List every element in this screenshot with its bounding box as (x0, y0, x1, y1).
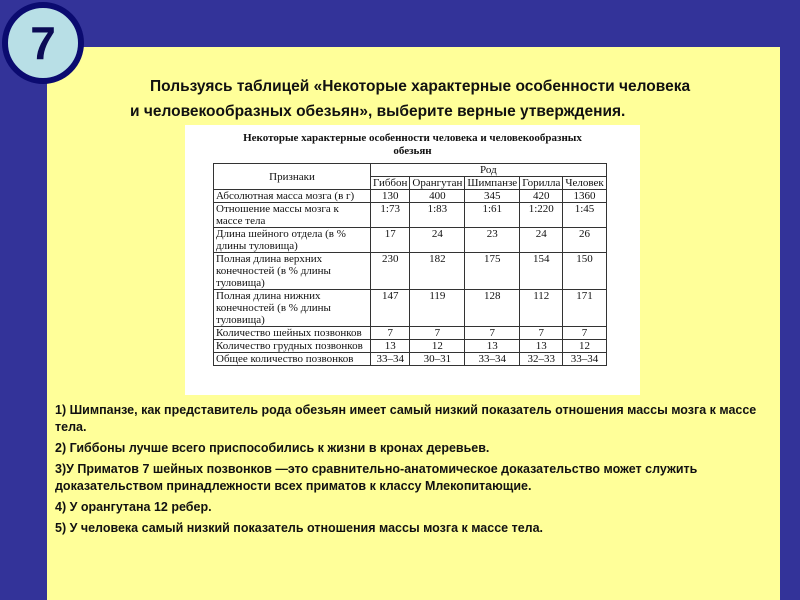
value-cell: 7 (369, 326, 411, 340)
value-cell: 128 (464, 289, 521, 327)
value-cell: 1:45 (562, 202, 607, 228)
slide-number-badge: 7 (2, 2, 84, 84)
table-row: Отношение массы мозга к массе тела 1:73 1:… (213, 202, 607, 228)
table-row: Длина шейного отдела (в % длины туловища… (213, 227, 607, 253)
column-header: Горилла (519, 176, 564, 190)
column-header: Гиббон (369, 176, 411, 190)
value-cell: 171 (562, 289, 607, 327)
value-cell: 23 (464, 227, 521, 253)
features-table: Признаки Род Гиббон Орангутан Шимпанзе Гори… (213, 163, 607, 366)
title-line-2: и человекообразных обезьян», выберите ве… (130, 103, 626, 120)
value-cell: 1:83 (409, 202, 466, 228)
statement: 1) Шимпанзе, как представитель рода обез… (55, 403, 757, 434)
statement: 3)У Приматов 7 шейных позвонков —это сра… (55, 462, 698, 493)
feature-cell: Полная длина нижних конечностей (в % дли… (213, 289, 371, 327)
header-group: Род (370, 163, 607, 177)
table-row: Количество грудных позвонков 13 12 13 13 12 (213, 339, 607, 353)
value-cell: 345 (464, 189, 521, 203)
value-cell: 17 (369, 227, 411, 253)
value-cell: 7 (464, 326, 521, 340)
column-header: Орангутан (409, 176, 466, 190)
table-caption: Некоторые характерные особенности челове… (185, 132, 640, 158)
value-cell: 1:220 (519, 202, 564, 228)
header-feature: Признаки (213, 163, 371, 190)
feature-cell: Количество шейных позвонков (213, 326, 371, 340)
value-cell: 112 (519, 289, 564, 327)
value-cell: 130 (369, 189, 411, 203)
title-line-1: Пользуясь таблицей «Некоторые характерны… (150, 78, 691, 95)
feature-cell: Отношение массы мозга к массе тела (213, 202, 371, 228)
value-cell: 7 (562, 326, 607, 340)
statements-list: 1) Шимпанзе, как представитель рода обез… (55, 402, 775, 541)
value-cell: 400 (409, 189, 466, 203)
value-cell: 154 (519, 252, 564, 290)
table-row: Полная длина нижних конечностей (в % дли… (213, 289, 607, 327)
task-title: Пользуясь таблицей «Некоторые характерны… (60, 74, 775, 124)
statement: 4) У орангутана 12 ребер. (55, 500, 212, 514)
value-cell: 119 (409, 289, 466, 327)
value-cell: 1:61 (464, 202, 521, 228)
statement: 2) Гиббоны лучше всего приспособились к … (55, 441, 490, 455)
value-cell: 175 (464, 252, 521, 290)
caption-line-2: обезьян (393, 145, 432, 157)
value-cell: 7 (519, 326, 564, 340)
value-cell: 7 (409, 326, 466, 340)
feature-cell: Полная длина верхних конечностей (в % дл… (213, 252, 371, 290)
column-header: Человек (562, 176, 607, 190)
value-cell: 30–31 (409, 352, 466, 366)
feature-cell: Общее количество позвонков (213, 352, 371, 366)
value-cell: 33–34 (369, 352, 411, 366)
value-cell: 182 (409, 252, 466, 290)
value-cell: 32–33 (519, 352, 564, 366)
value-cell: 13 (519, 339, 564, 353)
caption-line-1: Некоторые характерные особенности челове… (243, 132, 582, 144)
table-row: Общее количество позвонков 33–34 30–31 33–3… (213, 352, 607, 366)
value-cell: 150 (562, 252, 607, 290)
value-cell: 420 (519, 189, 564, 203)
table-row: Абсолютная масса мозга (в г) 130 400 345 420… (213, 189, 607, 203)
table-row: Полная длина верхних конечностей (в % дл… (213, 252, 607, 290)
value-cell: 33–34 (562, 352, 607, 366)
value-cell: 24 (519, 227, 564, 253)
value-cell: 12 (409, 339, 466, 353)
value-cell: 26 (562, 227, 607, 253)
statement: 5) У человека самый низкий показатель от… (55, 521, 544, 535)
value-cell: 33–34 (464, 352, 521, 366)
feature-cell: Абсолютная масса мозга (в г) (213, 189, 371, 203)
column-header: Шимпанзе (464, 176, 521, 190)
feature-cell: Количество грудных позвонков (213, 339, 371, 353)
value-cell: 147 (369, 289, 411, 327)
value-cell: 1360 (562, 189, 607, 203)
table-row: Количество шейных позвонков 7 7 7 7 7 (213, 326, 607, 340)
feature-cell: Длина шейного отдела (в % длины туловища… (213, 227, 371, 253)
value-cell: 24 (409, 227, 466, 253)
value-cell: 1:73 (369, 202, 411, 228)
table-image: Некоторые характерные особенности челове… (185, 125, 640, 395)
value-cell: 13 (464, 339, 521, 353)
value-cell: 12 (562, 339, 607, 353)
value-cell: 230 (369, 252, 411, 290)
value-cell: 13 (369, 339, 411, 353)
